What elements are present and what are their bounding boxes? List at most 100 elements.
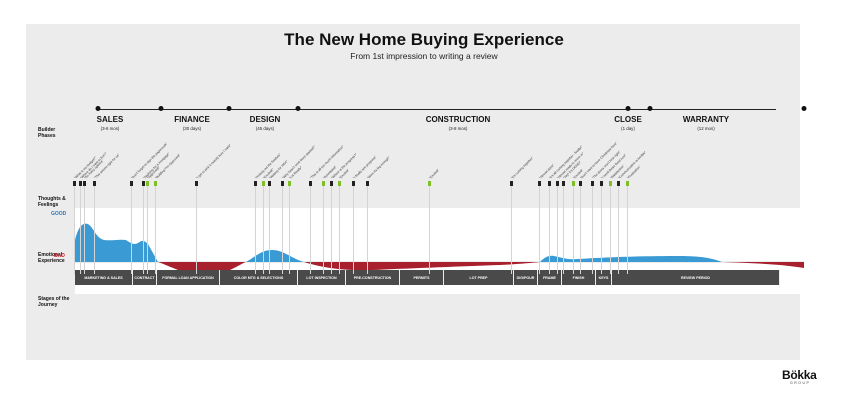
phase-construction: CONSTRUCTION <box>425 115 491 124</box>
thought-marker <box>626 181 629 186</box>
brand-logo: Bökka <box>782 368 817 382</box>
thought-marker <box>600 181 603 186</box>
phase-finance-duration: (30 days) <box>182 126 202 131</box>
thought-guide-line <box>196 186 197 274</box>
phase-warranty-duration: (12 mos) <box>697 126 715 131</box>
phase-tick <box>226 106 232 111</box>
thought-marker <box>79 181 82 186</box>
thought-guide-line <box>580 186 581 274</box>
good-label: GOOD <box>51 211 67 217</box>
thought-marker <box>352 181 355 186</box>
stage-segment: DIG/POUR <box>514 270 538 285</box>
phase-finance: FINANCE <box>174 115 210 124</box>
thought-guide-line <box>549 186 550 274</box>
thought-marker <box>262 181 265 186</box>
phase-warranty: WARRANTY <box>682 115 730 124</box>
thought-guide-line <box>367 186 368 274</box>
thought-marker <box>562 181 565 186</box>
thought-marker <box>572 181 575 186</box>
stage-segment: REVIEW PERIOD <box>612 270 780 285</box>
thought-guide-line <box>573 186 574 274</box>
thought-marker <box>556 181 559 186</box>
thought-guide-line <box>74 186 75 274</box>
thought-guide-line <box>310 186 311 274</box>
thought-marker <box>591 181 594 186</box>
thought-marker <box>281 181 284 186</box>
phase-design-duration: (45 days) <box>255 126 275 131</box>
thought-marker <box>288 181 291 186</box>
stages-bar: MARKETING & SALES CONTRACT FORMAL LOAN APP… <box>75 270 780 285</box>
phase-close: CLOSE <box>614 115 642 124</box>
thought-guide-line <box>263 186 264 274</box>
thought-marker <box>538 181 541 186</box>
thought-marker <box>130 181 133 186</box>
phase-sales-duration: (3-6 mos) <box>100 126 120 131</box>
bad-emotion-area <box>304 262 540 271</box>
thought-marker <box>366 181 369 186</box>
phase-tick <box>158 106 164 111</box>
good-emotion-area <box>75 223 158 262</box>
thought-guide-line <box>289 186 290 274</box>
thought-guide-line <box>255 186 256 274</box>
page-title: The New Home Buying Experience <box>284 30 564 49</box>
thought-guide-line <box>94 186 95 274</box>
stage-segment: FRAME <box>538 270 562 285</box>
thought-marker <box>142 181 145 186</box>
thought-marker <box>146 181 149 186</box>
stage-segment: CONTRACT <box>133 270 157 285</box>
bad-emotion-area <box>722 262 804 268</box>
thought-guide-line <box>147 186 148 274</box>
thought-marker <box>254 181 257 186</box>
thought-guide-line <box>627 186 628 274</box>
phase-sales: SALES <box>96 115 124 124</box>
phase-tick <box>625 106 631 111</box>
thought-guide-line <box>331 186 332 274</box>
thought-guide-line <box>618 186 619 274</box>
stage-segment: FINISH <box>562 270 596 285</box>
thought-marker <box>609 181 612 186</box>
brand-logo-sub: GROUP <box>790 381 811 385</box>
stage-segment: KEYS <box>596 270 612 285</box>
thought-guide-line <box>592 186 593 274</box>
thought-guide-line <box>84 186 85 274</box>
thought-marker <box>322 181 325 186</box>
phase-design: DESIGN <box>249 115 281 124</box>
phase-construction-duration: (3-8 mos) <box>448 126 468 131</box>
page-subtitle: From 1st impression to writing a review <box>350 51 498 61</box>
thought-guide-line <box>80 186 81 274</box>
thought-guide-line <box>557 186 558 274</box>
thought-marker <box>83 181 86 186</box>
thought-marker <box>93 181 96 186</box>
thought-guide-line <box>339 186 340 274</box>
thought-guide-line <box>353 186 354 274</box>
thought-guide-line <box>601 186 602 274</box>
thought-guide-line <box>143 186 144 274</box>
stage-segment: MARKETING & SALES <box>75 270 133 285</box>
thought-marker <box>330 181 333 186</box>
thought-marker <box>579 181 582 186</box>
phase-tick <box>95 106 101 111</box>
thought-guide-line <box>131 186 132 274</box>
thought-marker <box>510 181 513 186</box>
thought-marker <box>338 181 341 186</box>
thought-marker <box>268 181 271 186</box>
thought-guide-line <box>282 186 283 274</box>
thought-marker <box>73 181 76 186</box>
stage-segment: COLOR MTG & SELECTIONS <box>220 270 298 285</box>
thought-marker <box>195 181 198 186</box>
thought-guide-line <box>323 186 324 274</box>
thought-marker <box>617 181 620 186</box>
thought-guide-line <box>511 186 512 274</box>
thought-guide-line <box>155 186 156 274</box>
thought-guide-line <box>563 186 564 274</box>
stage-segment: LOT PREP <box>444 270 514 285</box>
stages-label: Stages of the Journey <box>38 296 70 308</box>
stage-segment: PERMITS <box>400 270 444 285</box>
stage-segment: PRE-CONSTRUCTION <box>346 270 400 285</box>
phase-tick <box>647 106 653 111</box>
thought-marker <box>548 181 551 186</box>
stage-segment: FORMAL LOAN APPLICATION <box>157 270 220 285</box>
bad-label: BAD <box>54 253 65 259</box>
phase-tick <box>801 106 807 111</box>
